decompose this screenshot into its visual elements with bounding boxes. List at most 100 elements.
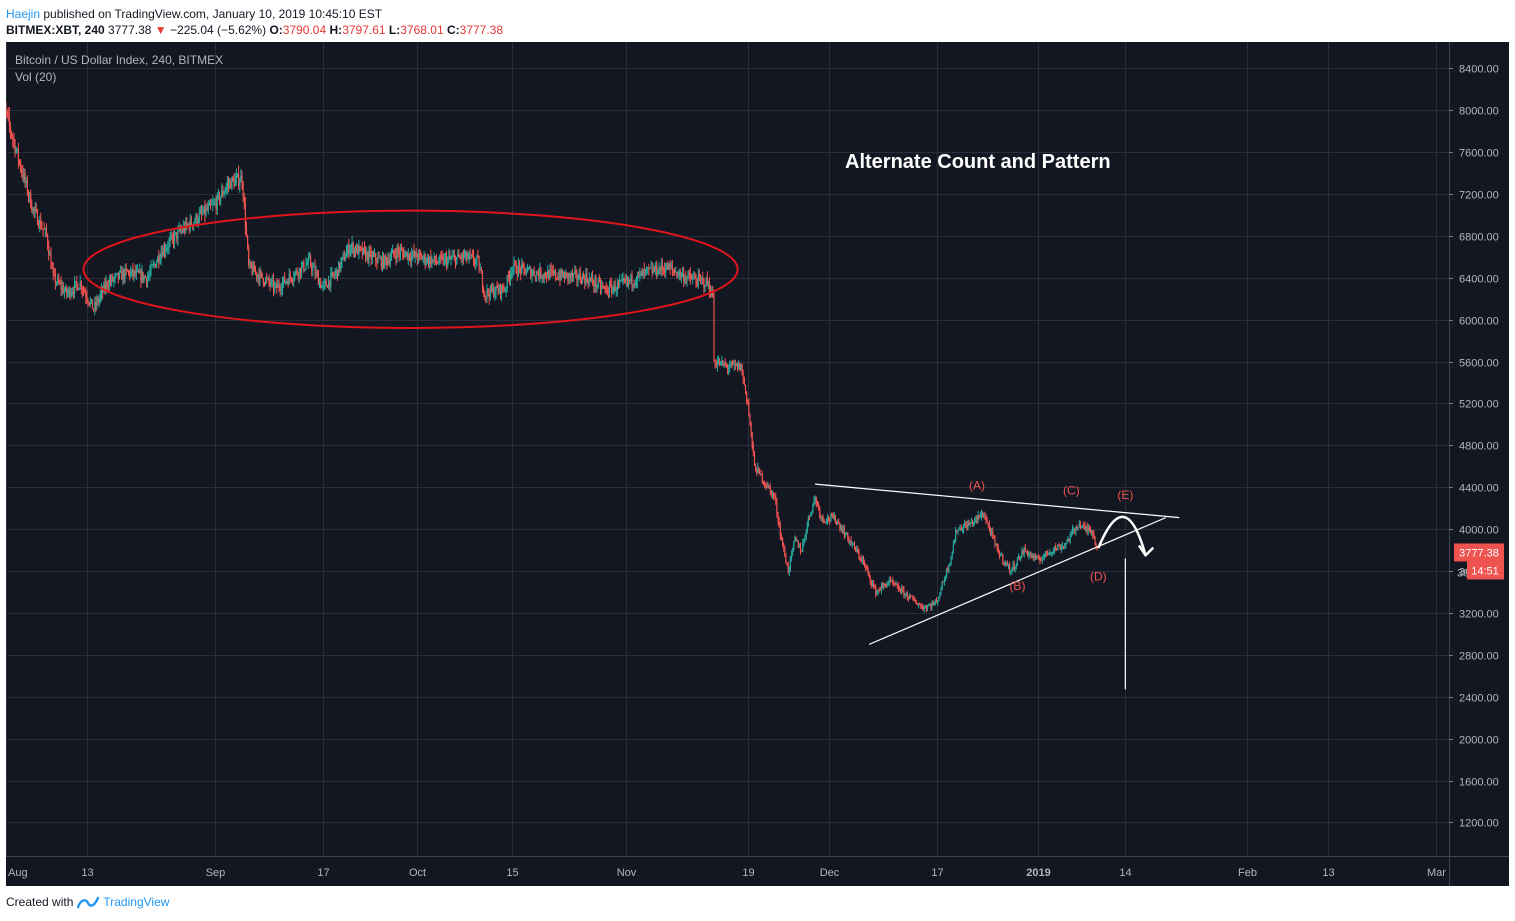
candle-body [290,277,293,281]
candle-body [920,604,922,606]
candle-body [104,284,106,290]
candle-body [302,262,304,266]
candle-body [801,550,803,552]
candle-body [274,284,276,290]
candle-body [357,245,359,255]
candle-body [243,198,245,205]
candle-body [670,266,672,268]
countdown-badge [1467,561,1504,580]
candle-body [1089,530,1092,533]
candle-body [1084,525,1086,529]
candle-body [325,281,327,286]
price-chart[interactable]: 8400.00 8000.00 7600.00 7200.00 6800.00 6400.… [6,42,1509,886]
candle-body [577,279,579,281]
candle-body [360,247,362,249]
candle-body [892,580,894,583]
candle-body [499,284,502,295]
candle-body [885,585,887,587]
candle-body [642,269,644,276]
candle-body [474,262,476,264]
candle-body [270,280,272,285]
candle-body [215,202,217,209]
candle-body [616,282,618,290]
candle-body [160,252,162,260]
candle-body [1028,554,1030,556]
candle-body [989,528,992,535]
candle-body [61,286,63,290]
candle-body [1061,546,1063,547]
candle-body [487,289,489,294]
candle-body [796,540,798,542]
candle-body [268,277,270,283]
tradingview-link[interactable]: TradingView [103,895,170,909]
candle-body [39,219,41,227]
candle-body [90,299,92,301]
candle-body [873,583,875,586]
candle-body [807,515,809,524]
author-link[interactable]: Haejin [6,7,41,21]
wave-label: (D) [1090,569,1107,583]
candle-body [374,253,376,256]
candle-body [686,277,688,281]
candle-body [980,513,983,517]
candle-body [517,264,520,275]
candle-body [1042,556,1044,559]
candle-body [978,514,980,518]
candle-body [531,273,533,278]
candle-body [345,252,348,258]
candle-body [521,264,523,274]
candle-body [629,279,631,281]
candle-body [1010,570,1012,573]
candle-body [503,289,505,291]
candle-body [912,596,914,600]
candle-body [523,264,525,269]
candle-body [361,247,363,255]
candle-body [948,565,950,571]
candle-body [1070,533,1072,535]
candle-body [884,583,886,586]
candle-body [1019,556,1021,560]
candle-body [680,274,682,277]
candle-body [514,262,516,264]
price-axis[interactable]: 8400.00 8000.00 7600.00 7200.00 6800.00 6400.… [1449,42,1504,886]
candle-body [18,160,21,163]
candle-body [41,228,43,229]
candle-body [922,608,924,611]
candle-body [708,282,711,293]
candle-body [1044,551,1047,555]
candle-body [621,279,623,281]
candle-body [693,276,695,278]
candle-body [285,281,287,283]
candle-body [732,362,734,365]
candle-body [77,284,79,291]
candle-body [849,540,851,543]
candle-body [969,523,971,525]
candle-body [71,292,73,294]
candle-body [1046,551,1048,553]
candle-body [779,525,781,536]
candle-body [372,254,375,256]
candle-body [742,374,744,378]
candle-body [430,256,432,265]
candle-body [89,300,91,305]
candle-body [178,228,180,231]
candle-body [177,230,179,239]
candle-body [675,272,677,274]
candle-body [702,278,704,280]
time-axis[interactable]: Aug 13 Sep 17 Oct 15 Nov 19 Dec 17 2019 14 Feb 13 Mar [6,856,1509,880]
triangle-upper-line [815,483,1180,519]
candle-body [692,277,694,280]
candle-body [817,503,820,509]
candle-body [190,218,192,225]
candle-body [449,256,451,259]
candle-body [408,253,411,259]
candle-body [82,290,85,292]
candle-body [351,243,353,247]
candle-body [673,269,675,271]
candle-body [102,289,104,293]
candle-body [176,232,178,240]
candle-body [604,287,606,288]
candle-body [235,176,237,180]
candle-body [529,268,531,269]
candle-body [768,485,770,488]
